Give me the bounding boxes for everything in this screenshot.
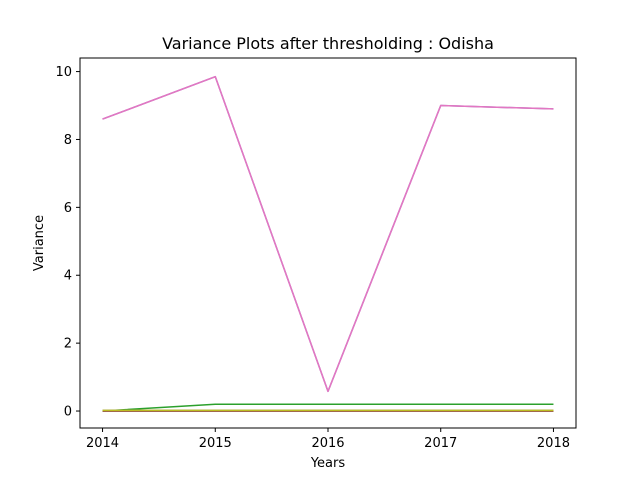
y-axis: 0 2 4 6 8 10 — [55, 65, 80, 420]
series-line-3 — [102, 403, 554, 412]
chart-title: Variance Plots after thresholding : Odis… — [162, 34, 494, 53]
x-tick-label: 2016 — [311, 436, 344, 451]
x-tick-label: 2018 — [537, 436, 570, 451]
y-tick-label: 6 — [64, 201, 72, 216]
y-tick-label: 10 — [55, 65, 72, 80]
y-tick-label: 2 — [64, 337, 72, 352]
y-axis-label: Variance — [32, 215, 47, 271]
series-layer — [102, 75, 554, 412]
y-tick-label: 0 — [64, 405, 72, 420]
x-tick-label: 2014 — [86, 436, 119, 451]
x-tick-label: 2015 — [199, 436, 232, 451]
series-line-7 — [102, 75, 554, 393]
x-axis: 2014 2015 2016 2017 2018 — [86, 428, 570, 451]
y-tick-label: 8 — [64, 133, 72, 148]
x-axis-label: Years — [310, 456, 346, 471]
x-tick-label: 2017 — [424, 436, 457, 451]
y-tick-label: 4 — [64, 269, 72, 284]
